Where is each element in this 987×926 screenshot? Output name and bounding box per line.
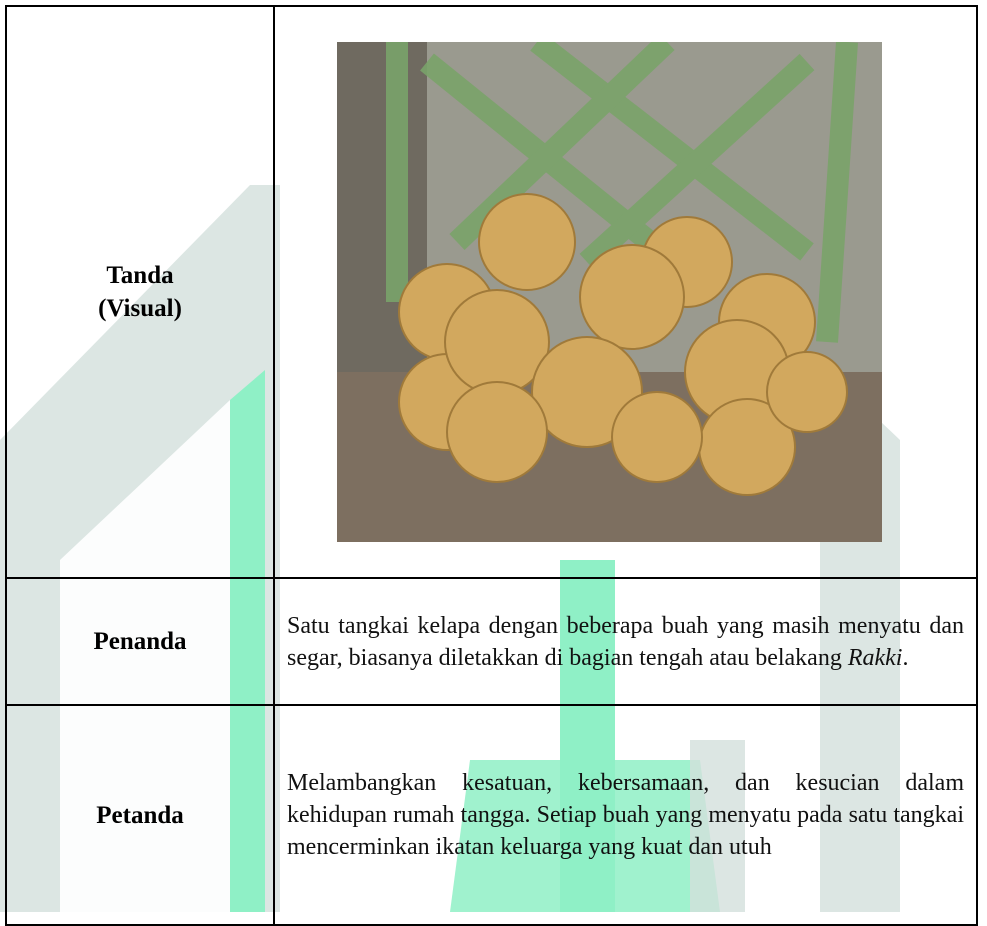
label-line: Tanda xyxy=(106,262,174,289)
text: Satu tangkai kelapa dengan beberapa buah… xyxy=(287,612,964,671)
row: Petanda Melambangkan kesatuan, kebersama… xyxy=(5,704,978,926)
row-text: Satu tangkai kelapa dengan beberapa buah… xyxy=(273,577,978,706)
row-text: Melambangkan kesatuan, kebersamaan, dan … xyxy=(273,704,978,926)
text: . xyxy=(902,644,909,671)
sign-table: Tanda (Visual) xyxy=(5,5,978,926)
row: Penanda Satu tangkai kelapa dengan beber… xyxy=(5,577,978,706)
row-label: Petanda xyxy=(5,704,275,926)
row-label: Tanda (Visual) xyxy=(5,5,275,579)
row: Tanda (Visual) xyxy=(5,5,978,579)
row-label: Penanda xyxy=(5,577,275,706)
coconut-photo xyxy=(337,42,882,542)
italic-term: Rakki xyxy=(847,644,903,671)
label-line: (Visual) xyxy=(98,295,182,322)
image-cell xyxy=(273,5,978,579)
